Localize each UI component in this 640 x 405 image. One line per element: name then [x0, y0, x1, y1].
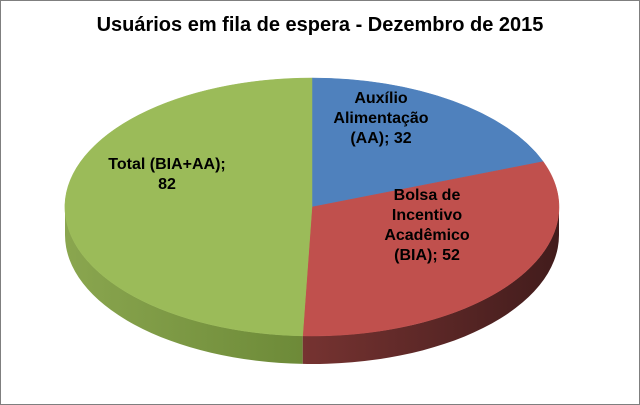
data-label-line: (AA); 32 [350, 130, 412, 147]
data-label-line: Auxílio [354, 90, 408, 107]
data-label-line: Total (BIA+AA); [108, 156, 226, 173]
pie-slice-total-top [64, 77, 313, 337]
data-label-total: Total (BIA+AA); 82 [108, 155, 225, 195]
data-label-bia: Bolsa de Incentivo Acadêmico (BIA); 52 [384, 186, 469, 266]
data-label-line: 82 [158, 176, 176, 193]
pie-slice-aa-top [311, 77, 544, 208]
data-label-line: Incentivo [391, 207, 463, 224]
pie-slice-bia-top [302, 161, 560, 337]
chart-title: Usuários em fila de espera - Dezembro de… [96, 14, 544, 36]
data-label-line: Alimentação [333, 110, 429, 127]
pie-slice-total-side [64, 207, 303, 364]
pie-slice-bia-side [302, 207, 559, 365]
data-label-line: Bolsa de [393, 187, 461, 204]
data-label-aa: Auxílio Alimentação (AA); 32 [333, 89, 428, 149]
data-label-line: Acadêmico [384, 227, 470, 244]
data-label-line: (BIA); 52 [394, 247, 460, 264]
